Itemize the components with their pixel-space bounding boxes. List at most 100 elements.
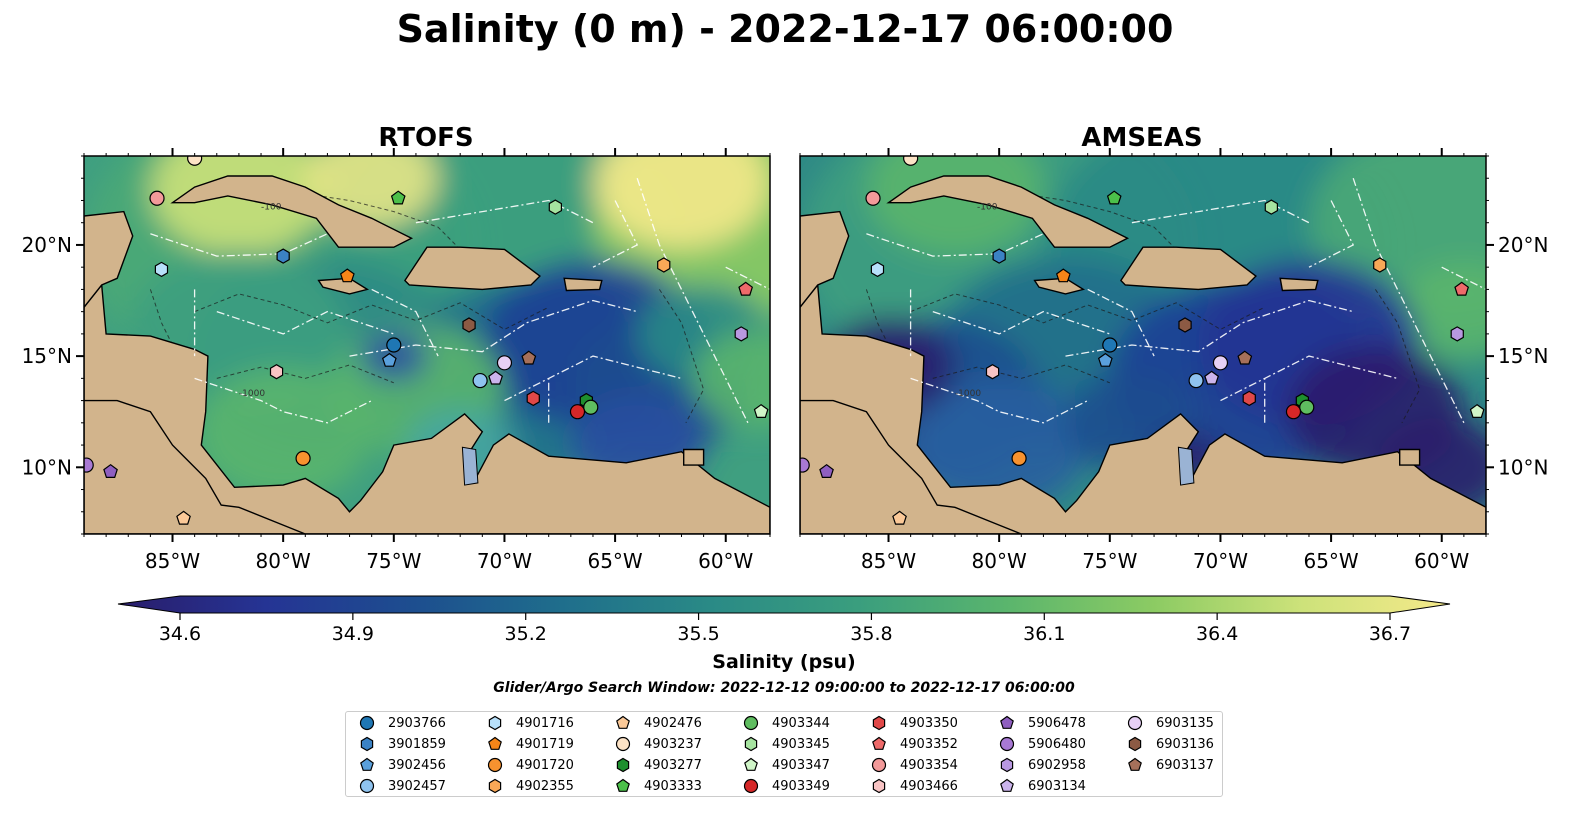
legend-marker-4902476 <box>616 715 630 729</box>
colorbar-tick-label: 34.6 <box>159 623 201 645</box>
legend-label: 2903766 <box>388 715 446 731</box>
lon-tick-label: 75°W <box>366 549 421 573</box>
legend-label: 4903352 <box>900 736 958 752</box>
lon-tick-label: 85°W <box>861 549 916 573</box>
legend-item: 2903766 <box>356 713 446 733</box>
float-4902476 <box>176 510 191 525</box>
legend-label: 4903466 <box>900 778 958 794</box>
land-hispaniola <box>404 246 541 291</box>
legend-label: 4903344 <box>772 715 830 731</box>
legend-label: 6903137 <box>1156 757 1214 773</box>
legend-marker <box>360 736 374 752</box>
axis-ticks: 85°W 80°W 75°W 70°W 65°W 60°W 85°W 80°W 75°W 70°W… <box>22 148 1548 573</box>
eez-boundary <box>1131 199 1310 224</box>
legend-item: 4903277 <box>612 755 702 775</box>
land-centralamerica <box>800 283 1486 534</box>
legend-marker <box>1128 757 1142 771</box>
eez-boundary <box>636 177 749 424</box>
legend-item: 4902476 <box>612 713 702 733</box>
eez-boundary <box>1352 177 1465 424</box>
legend-marker <box>872 736 886 750</box>
float-4903354 <box>149 190 165 206</box>
legend-marker <box>359 715 375 731</box>
legend-marker <box>616 715 630 729</box>
legend-item: 3901859 <box>356 734 446 754</box>
legend-marker <box>488 715 502 731</box>
float-4903354 <box>865 190 881 206</box>
legend-marker <box>1000 778 1014 792</box>
float-6903134 <box>488 370 504 385</box>
float-5906480 <box>800 457 810 473</box>
float-5906478 <box>819 463 834 478</box>
float-4903347 <box>753 403 769 418</box>
legend-label: 3902456 <box>388 757 446 773</box>
legend-item: 4903349 <box>740 776 830 796</box>
float-5906480 <box>84 457 94 473</box>
colorbar: 34.6 34.9 35.2 35.5 35.8 36.1 36.4 36.7 <box>117 595 1451 645</box>
float-4902355 <box>1373 257 1387 273</box>
legend-label: 6903135 <box>1156 715 1214 731</box>
legend-marker-6903136 <box>1128 736 1142 752</box>
float-6903136 <box>1178 317 1192 333</box>
legend-item: 4903352 <box>868 734 958 754</box>
eez-boundary <box>866 233 1044 257</box>
legend-label: 4901719 <box>516 736 574 752</box>
contour-label: -100 <box>261 202 282 212</box>
float-4902476 <box>892 510 907 525</box>
legend-item: 4903354 <box>868 755 958 775</box>
eez-boundary <box>415 199 594 224</box>
colorbar-ticks: 34.6 34.9 35.2 35.5 35.8 36.1 36.4 36.7 <box>159 613 1411 645</box>
legend-item: 4901720 <box>484 755 574 775</box>
legend-item: 6903134 <box>996 776 1086 796</box>
legend-marker-4903345 <box>744 736 758 752</box>
legend-marker-6903137 <box>1128 757 1142 771</box>
depth-contour <box>932 364 1110 384</box>
float-4903347 <box>1469 403 1485 418</box>
float-4903349 <box>569 404 586 420</box>
float-6903134 <box>1204 370 1220 385</box>
land-trinidad <box>683 448 705 466</box>
legend-marker <box>744 736 758 752</box>
float-4901720 <box>1011 450 1027 466</box>
colorbar-tick-label: 34.9 <box>332 623 374 645</box>
legend-marker <box>743 715 759 731</box>
legend-marker-2903766 <box>359 715 375 731</box>
eez-boundary <box>1220 355 1398 402</box>
lon-tick-label: 70°W <box>477 549 532 573</box>
legend-marker-4903237 <box>615 736 631 752</box>
eez-boundary <box>1308 200 1355 268</box>
eez-boundary <box>1065 299 1354 357</box>
legend-marker <box>743 778 759 794</box>
lon-tick-label: 75°W <box>1082 549 1137 573</box>
legend-item: 4901716 <box>484 713 574 733</box>
legend-label: 4901720 <box>516 757 574 773</box>
panel-title-rtofs: RTOFS <box>378 123 473 153</box>
map-panel-rtofs: -100 -1000 <box>84 156 770 534</box>
colorbar-tick-label: 35.5 <box>677 623 719 645</box>
panel-title-amseas: AMSEAS <box>1081 123 1202 153</box>
legend-label: 4902355 <box>516 778 574 794</box>
eez-boundary <box>194 377 372 424</box>
legend-marker <box>616 757 630 773</box>
legend-marker-6903134 <box>1000 778 1014 792</box>
legend-marker <box>488 778 502 794</box>
lon-tick-label: 65°W <box>1303 549 1358 573</box>
figure-title: Salinity (0 m) - 2022-12-17 06:00:00 <box>397 7 1174 51</box>
legend-marker-4902355 <box>488 778 502 794</box>
float-4903352 <box>1454 281 1470 296</box>
legend-marker-3901859 <box>360 736 374 752</box>
legend-marker-6903135 <box>1127 715 1143 731</box>
float-3901859 <box>276 248 290 264</box>
legend-marker-6902958 <box>1000 757 1014 773</box>
colorbar-tick-label: 36.1 <box>1023 623 1065 645</box>
float-4903344 <box>1299 399 1315 415</box>
lake-maracaibo <box>1177 446 1195 486</box>
legend-marker-4903347 <box>744 757 758 771</box>
legend-item: 4903350 <box>868 713 958 733</box>
lon-tick-label: 60°W <box>698 549 753 573</box>
lon-tick-label: 65°W <box>587 549 642 573</box>
eez-boundary <box>592 200 639 268</box>
float-3902456 <box>1097 352 1113 367</box>
legend-marker-4903466 <box>872 778 886 794</box>
